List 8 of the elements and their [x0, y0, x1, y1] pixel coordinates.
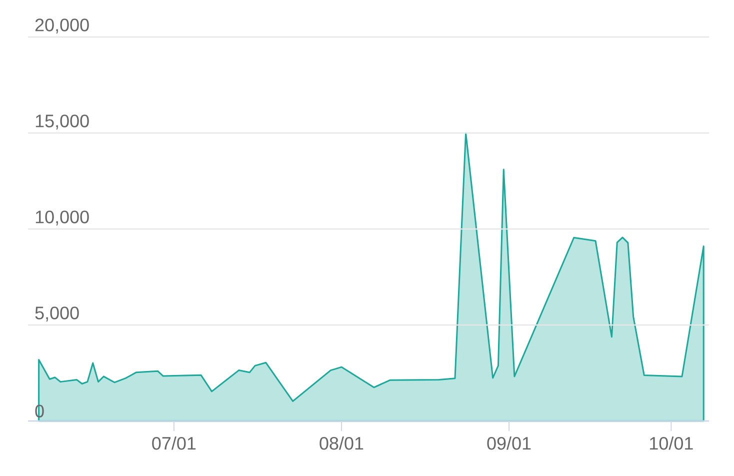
y-tick-label: 20,000	[35, 18, 89, 34]
y-tick-label: 15,000	[36, 114, 89, 130]
x-tick-label: 07/01	[152, 436, 196, 450]
x-tick-label: 08/01	[320, 436, 364, 450]
y-tick-label: 5,000	[35, 306, 79, 322]
x-tick-label: 09/01	[487, 436, 531, 450]
x-tick-label: 10/01	[650, 436, 693, 450]
y-tick-label: 10,000	[36, 210, 89, 226]
